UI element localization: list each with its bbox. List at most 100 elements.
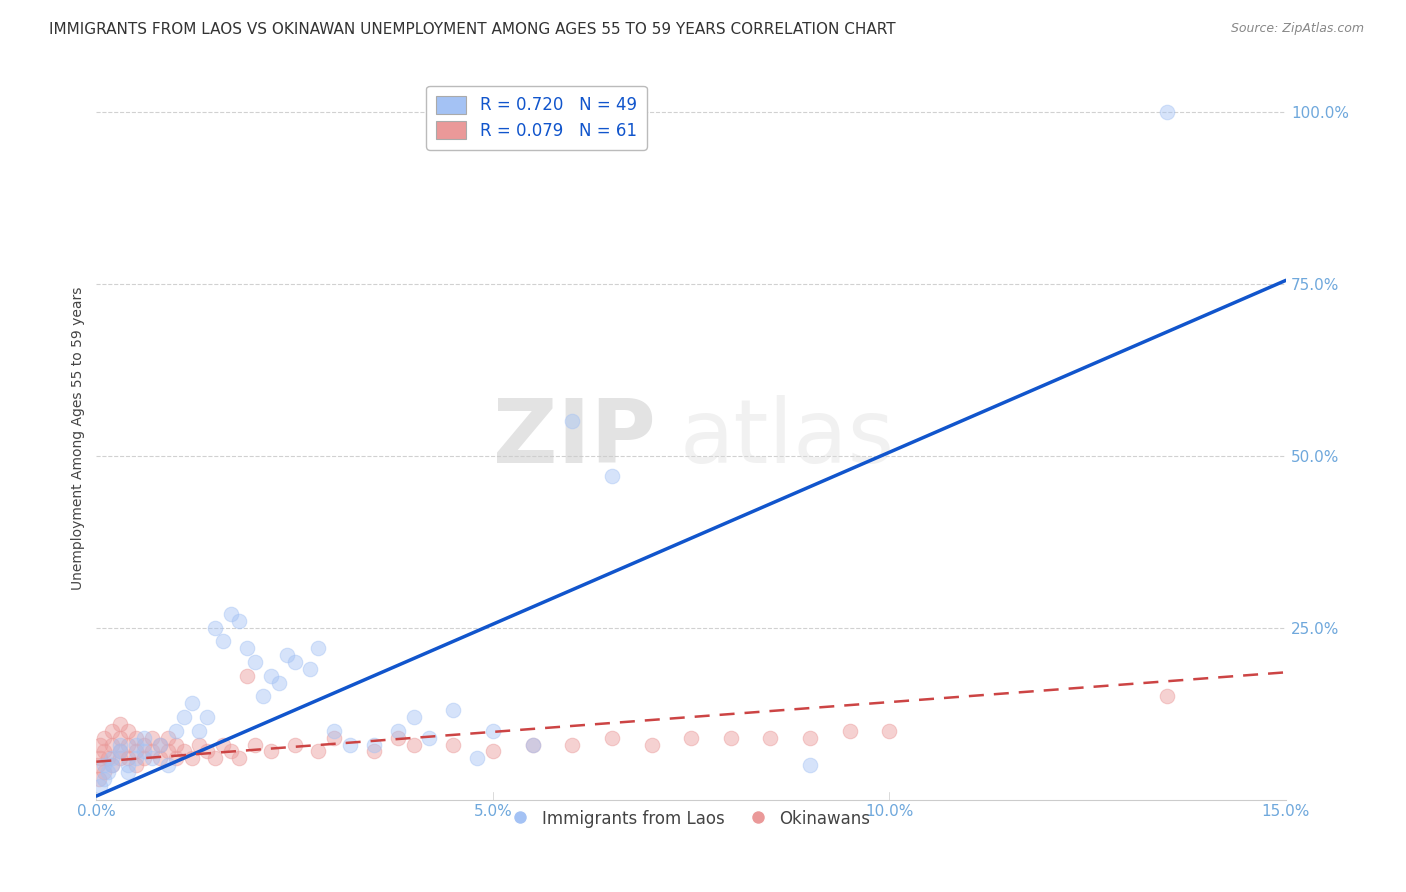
Point [89,751,111,765]
Point [156,758,179,772]
Point [600,731,623,745]
Point [561,414,583,428]
Point [387,723,409,738]
Point [219,607,242,621]
Point [87,758,110,772]
Point [681,731,703,745]
Point [117,738,139,752]
Point [276,648,298,662]
Point [195,744,218,758]
Point [219,744,242,758]
Point [108,738,131,752]
Point [93,758,115,772]
Point [284,655,307,669]
Point [117,758,139,772]
Point [252,690,274,704]
Point [600,469,623,483]
Text: ZIP: ZIP [492,395,655,482]
Point [307,744,329,758]
Point [640,738,662,752]
Point [307,641,329,656]
Point [267,675,290,690]
Point [141,731,163,745]
Point [125,751,148,765]
Point [838,723,860,738]
Point [402,738,425,752]
Point [236,641,259,656]
Point [441,703,464,717]
Point [165,751,187,765]
Point [125,758,148,772]
Point [204,751,226,765]
Point [125,744,148,758]
Point [132,731,155,745]
Point [108,744,131,758]
Point [204,621,226,635]
Point [188,723,211,738]
Point [93,731,115,745]
Point [149,738,172,752]
Point [141,751,163,765]
Point [101,758,124,772]
Point [108,717,131,731]
Point [799,731,821,745]
Point [117,723,139,738]
Point [101,758,124,772]
Point [236,669,259,683]
Point [149,738,172,752]
Point [799,758,821,772]
Point [132,751,155,765]
Point [117,764,139,779]
Point [165,723,187,738]
Point [108,751,131,765]
Point [323,723,346,738]
Point [156,744,179,758]
Point [93,744,115,758]
Point [299,662,322,676]
Point [125,738,148,752]
Point [212,738,235,752]
Point [165,738,187,752]
Point [879,723,901,738]
Text: IMMIGRANTS FROM LAOS VS OKINAWAN UNEMPLOYMENT AMONG AGES 55 TO 59 YEARS CORRELAT: IMMIGRANTS FROM LAOS VS OKINAWAN UNEMPLO… [49,22,896,37]
Point [156,731,179,745]
Point [149,751,172,765]
Point [339,738,361,752]
Point [132,744,155,758]
Point [93,764,115,779]
Point [180,696,202,710]
Point [108,731,131,745]
Y-axis label: Unemployment Among Ages 55 to 59 years: Unemployment Among Ages 55 to 59 years [72,287,86,591]
Point [441,738,464,752]
Point [243,738,266,752]
Point [1156,690,1178,704]
Point [387,731,409,745]
Point [188,738,211,752]
Point [418,731,440,745]
Point [125,731,148,745]
Point [465,751,488,765]
Point [97,764,120,779]
Point [101,751,124,765]
Point [173,710,195,724]
Point [108,744,131,758]
Point [522,738,544,752]
Point [89,779,111,793]
Point [363,744,385,758]
Point [89,738,111,752]
Point [180,751,202,765]
Point [212,634,235,648]
Point [363,738,385,752]
Point [243,655,266,669]
Point [720,731,742,745]
Point [759,731,782,745]
Point [97,751,120,765]
Point [522,738,544,752]
Text: atlas: atlas [679,395,894,482]
Legend: Immigrants from Laos, Okinawans: Immigrants from Laos, Okinawans [505,803,877,835]
Point [228,751,250,765]
Point [141,744,163,758]
Point [260,669,283,683]
Point [228,614,250,628]
Point [284,738,307,752]
